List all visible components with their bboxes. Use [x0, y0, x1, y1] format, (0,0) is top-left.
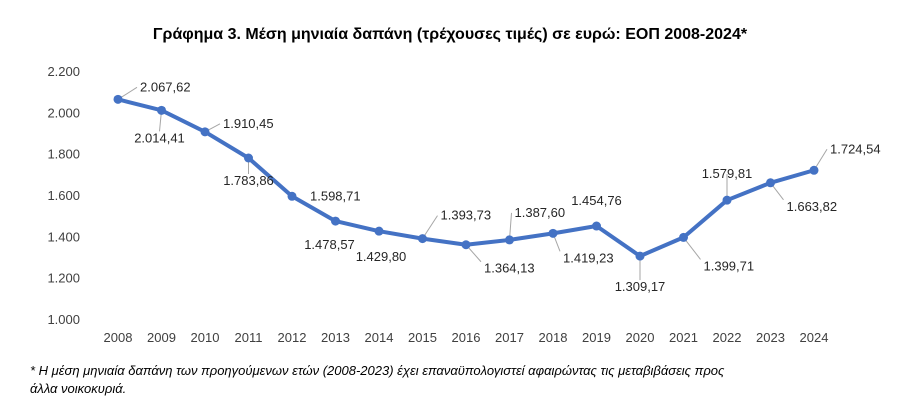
- data-label: 1.399,71: [704, 258, 755, 273]
- x-tick-label: 2009: [147, 330, 176, 345]
- data-point: [635, 251, 645, 261]
- x-tick-label: 2015: [408, 330, 437, 345]
- data-point: [418, 234, 427, 244]
- x-tick-label: 2016: [452, 330, 481, 345]
- footnote-line-2: άλλα νοικοκυριά.: [30, 381, 127, 396]
- data-point: [244, 153, 253, 163]
- data-point: [592, 221, 601, 231]
- x-tick-label: 2010: [191, 330, 220, 345]
- data-point: [679, 232, 688, 242]
- footnote-line-1: * Η μέση μηνιαία δαπάνη των προηγούμενων…: [30, 363, 725, 378]
- data-point: [287, 191, 297, 201]
- data-label: 1.910,45: [223, 116, 274, 131]
- footnote: * Η μέση μηνιαία δαπάνη των προηγούμενων…: [30, 362, 860, 398]
- y-axis-ticks: 1.000 1.200 1.400 1.600 1.800 2.000 2.200: [47, 64, 80, 327]
- data-point: [722, 195, 732, 205]
- data-labels: 2.067,62 2.014,41 1.910,45 1.783,86 1.598,71…: [134, 79, 880, 294]
- data-label: 1.364,13: [484, 261, 535, 276]
- data-label: 2.067,62: [140, 79, 191, 94]
- data-label: 1.724,54: [830, 141, 881, 156]
- data-label: 1.419,23: [563, 250, 614, 265]
- leader-line: [683, 237, 701, 260]
- data-label: 1.454,76: [571, 193, 622, 208]
- y-tick-label: 1.800: [47, 147, 80, 162]
- y-tick-label: 1.200: [47, 271, 80, 286]
- x-tick-label: 2008: [104, 330, 133, 345]
- x-tick-label: 2014: [365, 330, 394, 345]
- x-tick-label: 2017: [495, 330, 524, 345]
- data-label: 2.014,41: [134, 130, 185, 145]
- data-label: 1.393,73: [441, 208, 492, 223]
- y-tick-label: 2.200: [47, 64, 80, 79]
- data-label: 1.478,57: [304, 237, 355, 252]
- series-points: [113, 94, 819, 261]
- data-point: [113, 94, 123, 104]
- data-point: [374, 226, 384, 236]
- x-tick-label: 2020: [626, 330, 655, 345]
- x-tick-label: 2024: [800, 330, 829, 345]
- x-tick-label: 2021: [669, 330, 698, 345]
- data-point: [331, 216, 340, 226]
- data-label: 1.783,86: [223, 173, 274, 188]
- data-label: 1.663,82: [787, 199, 838, 214]
- x-tick-label: 2019: [582, 330, 611, 345]
- x-axis-ticks: 2008 2009 2010 2011 2012 2013 2014 2015 2016 2017…: [104, 330, 829, 345]
- data-point: [505, 235, 514, 245]
- data-point: [766, 178, 775, 188]
- leader-line: [509, 212, 512, 240]
- data-point: [200, 127, 210, 137]
- data-point: [461, 240, 471, 250]
- data-label: 1.309,17: [615, 279, 666, 294]
- x-tick-label: 2018: [539, 330, 568, 345]
- data-point: [809, 165, 819, 175]
- data-label: 1.598,71: [310, 188, 361, 203]
- y-tick-label: 2.000: [47, 105, 80, 120]
- y-tick-label: 1.000: [47, 312, 80, 327]
- x-tick-label: 2022: [713, 330, 742, 345]
- x-tick-label: 2013: [321, 330, 350, 345]
- x-tick-label: 2012: [278, 330, 307, 345]
- data-label: 1.579,81: [702, 166, 753, 181]
- y-tick-label: 1.600: [47, 188, 80, 203]
- data-point: [157, 105, 166, 115]
- y-tick-label: 1.400: [47, 229, 80, 244]
- leader-line: [422, 215, 438, 239]
- chart-title: Γράφημα 3. Μέση μηνιαία δαπάνη (τρέχουσε…: [152, 26, 748, 43]
- x-tick-label: 2023: [756, 330, 785, 345]
- data-label: 1.387,60: [515, 205, 566, 220]
- data-label: 1.429,80: [356, 249, 407, 264]
- x-tick-label: 2011: [235, 330, 263, 345]
- data-point: [548, 228, 558, 238]
